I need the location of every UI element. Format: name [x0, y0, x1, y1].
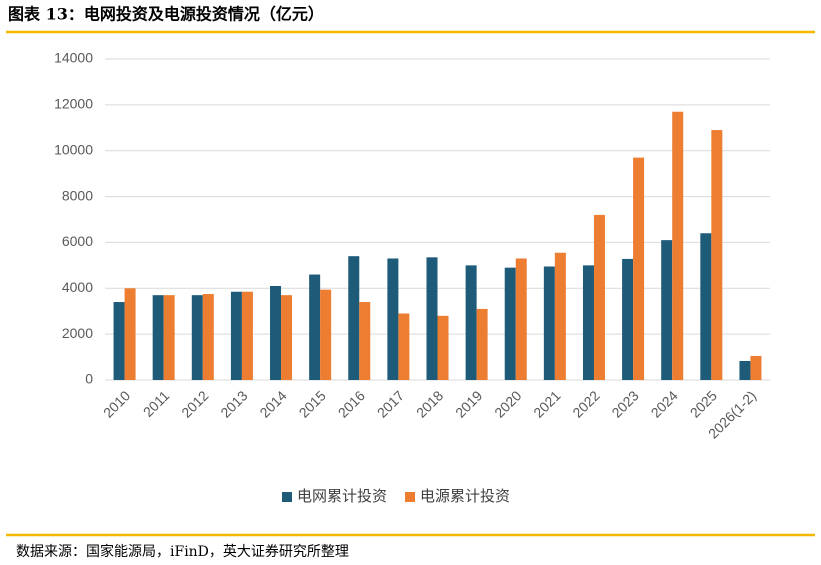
- x-tick-label: 2024: [648, 387, 681, 420]
- bar: [739, 360, 751, 380]
- bar: [348, 256, 360, 380]
- bar: [593, 214, 605, 380]
- x-tick-label: 2015: [296, 387, 329, 420]
- bar: [398, 313, 410, 380]
- x-tick-label: 2025: [687, 387, 720, 420]
- y-tick-label: 14000: [54, 50, 93, 66]
- bar: [633, 157, 645, 380]
- source-note: 数据来源：国家能源局，iFinD，英大证券研究所整理: [16, 543, 349, 560]
- bar: [622, 258, 634, 380]
- bar: [320, 289, 332, 380]
- bar: [543, 266, 555, 380]
- bar: [750, 355, 762, 380]
- x-tick-label: 2018: [413, 387, 446, 420]
- bar: [465, 265, 477, 380]
- bar: [163, 295, 175, 380]
- y-tick-label: 8000: [62, 187, 93, 203]
- bar: [700, 233, 712, 380]
- bar: [152, 295, 164, 380]
- x-tick-label: 2014: [256, 387, 289, 420]
- x-tick-label: 2019: [452, 387, 485, 420]
- bar: [661, 240, 673, 380]
- x-tick-label: 2011: [140, 387, 173, 420]
- y-tick-label: 2000: [62, 325, 93, 341]
- bar: [515, 258, 527, 380]
- bar: [387, 258, 399, 380]
- bar: [672, 111, 684, 380]
- x-tick-label: 2017: [374, 387, 407, 420]
- chart-title: 图表 13：电网投资及电源投资情况（亿元）: [8, 5, 324, 24]
- y-tick-label: 6000: [62, 233, 93, 249]
- bar: [230, 291, 242, 380]
- y-tick-label: 4000: [62, 279, 93, 295]
- bar: [270, 285, 282, 380]
- bar: [202, 294, 214, 380]
- y-tick-label: 12000: [54, 96, 93, 112]
- x-tick-label: 2023: [608, 387, 641, 420]
- bar: [554, 252, 566, 380]
- bar: [113, 302, 125, 380]
- bar: [309, 274, 321, 380]
- bar: [504, 267, 516, 380]
- x-tick-label: 2021: [530, 387, 563, 420]
- legend-label: 电源累计投资: [420, 488, 510, 505]
- x-tick-label: 2010: [100, 387, 133, 420]
- bar: [711, 130, 723, 380]
- x-tick-label: 2020: [491, 387, 524, 420]
- x-tick-label: 2016: [335, 387, 368, 420]
- bar: [437, 315, 449, 380]
- bar: [582, 265, 594, 380]
- bar: [124, 288, 136, 380]
- x-tick-label: 2012: [178, 387, 211, 420]
- legend-swatch: [282, 492, 292, 502]
- bar: [359, 302, 371, 380]
- bar: [281, 295, 293, 380]
- bar: [241, 291, 253, 380]
- bar: [476, 308, 488, 380]
- legend-swatch: [405, 492, 416, 502]
- legend-label: 电网累计投资: [297, 488, 387, 505]
- x-tick-label: 2022: [569, 387, 602, 420]
- bar: [191, 295, 203, 380]
- bar: [426, 257, 438, 380]
- y-tick-label: 10000: [54, 141, 93, 157]
- x-tick-label: 2013: [217, 387, 250, 420]
- y-tick-label: 0: [85, 371, 93, 387]
